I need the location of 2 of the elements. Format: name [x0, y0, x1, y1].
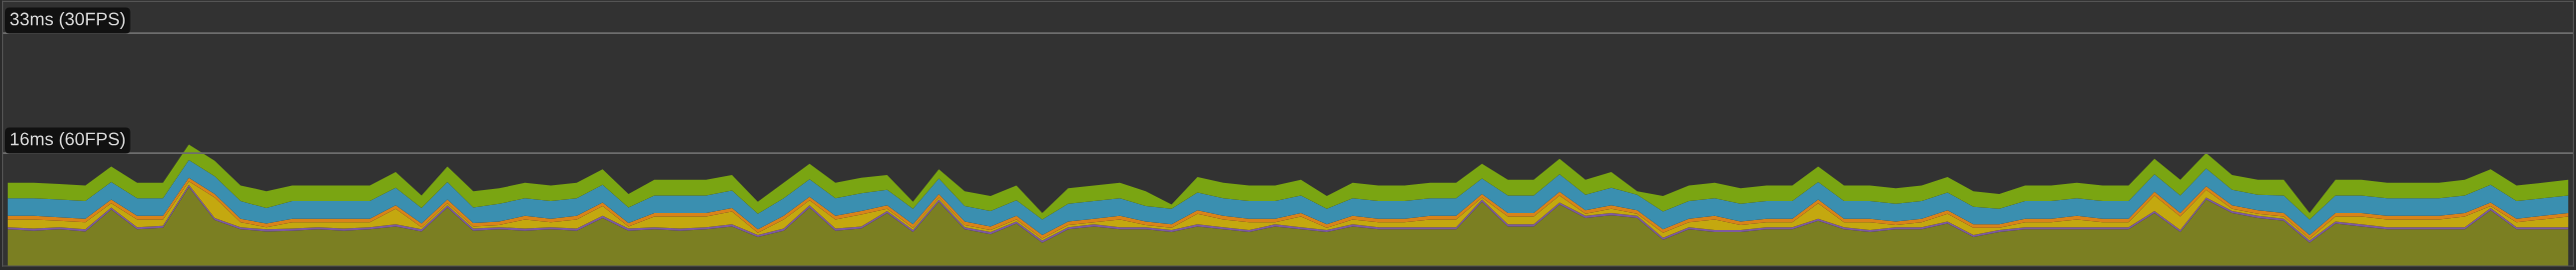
ref-line-label: 16ms (60FPS) — [10, 132, 125, 149]
ref-line-label: 33ms (30FPS) — [10, 12, 125, 29]
